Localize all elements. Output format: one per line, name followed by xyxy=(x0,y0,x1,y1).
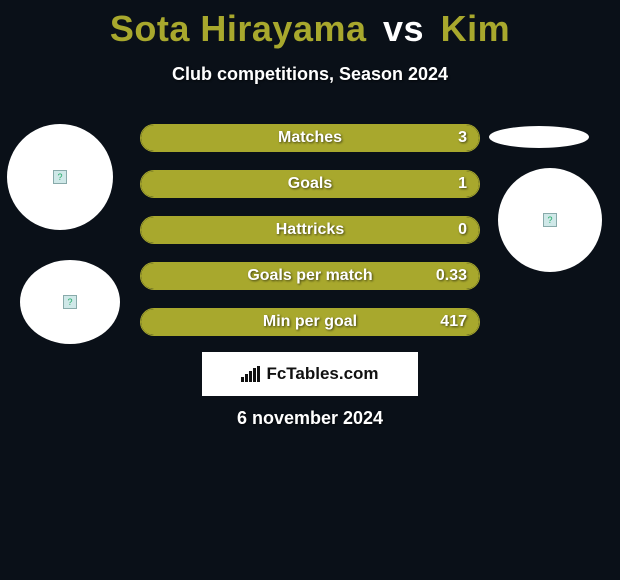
brand-bars-icon xyxy=(241,366,260,382)
page-title: Sota Hirayama vs Kim xyxy=(0,0,620,50)
stat-value: 417 xyxy=(440,313,467,331)
stat-row-hattricks: Hattricks 0 xyxy=(140,216,480,244)
stat-label: Min per goal xyxy=(141,313,479,331)
stat-row-min-per-goal: Min per goal 417 xyxy=(140,308,480,336)
stats-container: Matches 3 Goals 1 Hattricks 0 Goals per … xyxy=(140,124,480,354)
stat-value: 0 xyxy=(458,221,467,239)
stat-row-matches: Matches 3 xyxy=(140,124,480,152)
placeholder-icon: ? xyxy=(63,295,77,309)
placeholder-icon: ? xyxy=(543,213,557,227)
title-player2: Kim xyxy=(441,8,511,49)
subtitle: Club competitions, Season 2024 xyxy=(0,64,620,85)
stat-label: Hattricks xyxy=(141,221,479,239)
date-text: 6 november 2024 xyxy=(0,408,620,429)
stat-label: Goals xyxy=(141,175,479,193)
ellipse-top-right xyxy=(489,126,589,148)
stat-value: 0.33 xyxy=(436,267,467,285)
stat-label: Matches xyxy=(141,129,479,147)
avatar-top-left: ? xyxy=(7,124,113,230)
brand-text: FcTables.com xyxy=(266,364,378,384)
title-vs: vs xyxy=(383,8,424,49)
title-player1: Sota Hirayama xyxy=(110,8,367,49)
stat-value: 3 xyxy=(458,129,467,147)
footer-brand-box: FcTables.com xyxy=(202,352,418,396)
stat-row-goals: Goals 1 xyxy=(140,170,480,198)
stat-value: 1 xyxy=(458,175,467,193)
stat-label: Goals per match xyxy=(141,267,479,285)
avatar-right: ? xyxy=(498,168,602,272)
placeholder-icon: ? xyxy=(53,170,67,184)
avatar-bottom-left: ? xyxy=(20,260,120,344)
stat-row-goals-per-match: Goals per match 0.33 xyxy=(140,262,480,290)
